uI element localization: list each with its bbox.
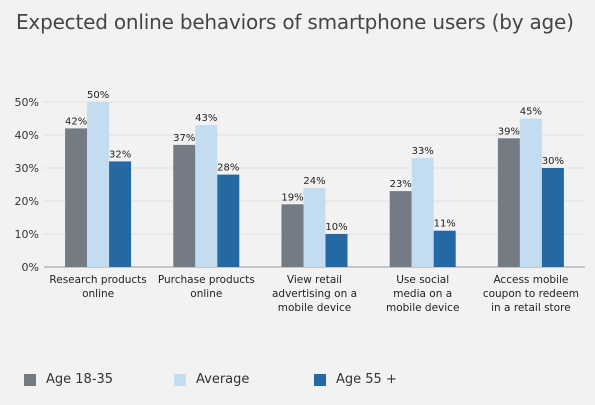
- category-label-line: mobile device: [278, 302, 351, 314]
- data-label: 37%: [173, 133, 195, 144]
- bar: [389, 191, 412, 267]
- legend-swatch: [314, 373, 326, 386]
- category-label-line: coupon to redeem: [483, 288, 579, 300]
- bar: [109, 161, 132, 267]
- category-label-line: Purchase products: [158, 274, 255, 286]
- data-label: 24%: [303, 176, 325, 187]
- category-label: Purchase products online: [158, 274, 255, 300]
- bar: [325, 234, 348, 267]
- legend-item: Age 18-35: [24, 372, 174, 387]
- bar: [195, 125, 218, 267]
- category-label-line: advertising on a: [272, 288, 357, 300]
- legend-label: Age 18-35: [46, 372, 114, 387]
- data-label: 43%: [195, 113, 217, 124]
- category-label-line: Access mobile: [493, 274, 568, 286]
- data-label: 11%: [434, 219, 456, 230]
- category-label-line: online: [82, 288, 114, 300]
- data-label: 19%: [281, 192, 303, 203]
- bar: [541, 168, 564, 267]
- y-tick-label: 40%: [15, 129, 39, 142]
- bar: [217, 174, 240, 267]
- bar: [433, 230, 456, 267]
- category-label: Access mobile coupon to redeem in a retail…: [483, 274, 579, 314]
- bar: [65, 128, 88, 267]
- category-label-line: media on a: [393, 288, 452, 300]
- data-label: 10%: [325, 222, 347, 233]
- bar: [497, 138, 520, 267]
- y-tick-label: 30%: [15, 162, 39, 175]
- data-label: 28%: [217, 163, 239, 174]
- category-label-line: online: [190, 288, 222, 300]
- category-label-line: View retail: [287, 274, 342, 286]
- bar: [87, 102, 110, 267]
- legend-swatch: [174, 373, 186, 386]
- legend-label: Average: [196, 372, 250, 387]
- data-label: 33%: [412, 146, 434, 157]
- y-tick-label: 10%: [15, 228, 39, 241]
- legend-label: Age 55 +: [336, 372, 397, 387]
- data-label: 30%: [542, 156, 564, 167]
- legend-swatch: [24, 373, 36, 386]
- category-label-line: Use social: [396, 274, 449, 286]
- category-label-line: in a retail store: [491, 302, 571, 314]
- data-label: 32%: [109, 149, 131, 160]
- legend: Age 18-35 Average Age 55 +: [24, 372, 464, 387]
- data-label: 42%: [65, 116, 87, 127]
- category-label-line: mobile device: [386, 302, 459, 314]
- legend-item: Average: [174, 372, 314, 387]
- bar: [519, 118, 542, 267]
- y-tick-label: 0%: [22, 261, 39, 274]
- category-label-line: Research products: [49, 274, 146, 286]
- data-label: 45%: [520, 107, 542, 118]
- data-label: 50%: [87, 90, 109, 101]
- data-label: 23%: [390, 179, 412, 190]
- category-label: View retail advertising on a mobile device: [272, 274, 357, 314]
- chart-title: Expected online behaviors of smartphone …: [16, 10, 574, 34]
- category-label: Use social media on a mobile device: [386, 274, 459, 314]
- bar: [411, 158, 434, 267]
- bar: [303, 187, 326, 267]
- bar: [173, 144, 196, 267]
- data-label: 39%: [498, 126, 520, 137]
- y-tick-label: 50%: [15, 96, 39, 109]
- bar: [281, 204, 304, 267]
- y-tick-label: 20%: [15, 195, 39, 208]
- category-label: Research products online: [49, 274, 146, 300]
- legend-item: Age 55 +: [314, 372, 464, 387]
